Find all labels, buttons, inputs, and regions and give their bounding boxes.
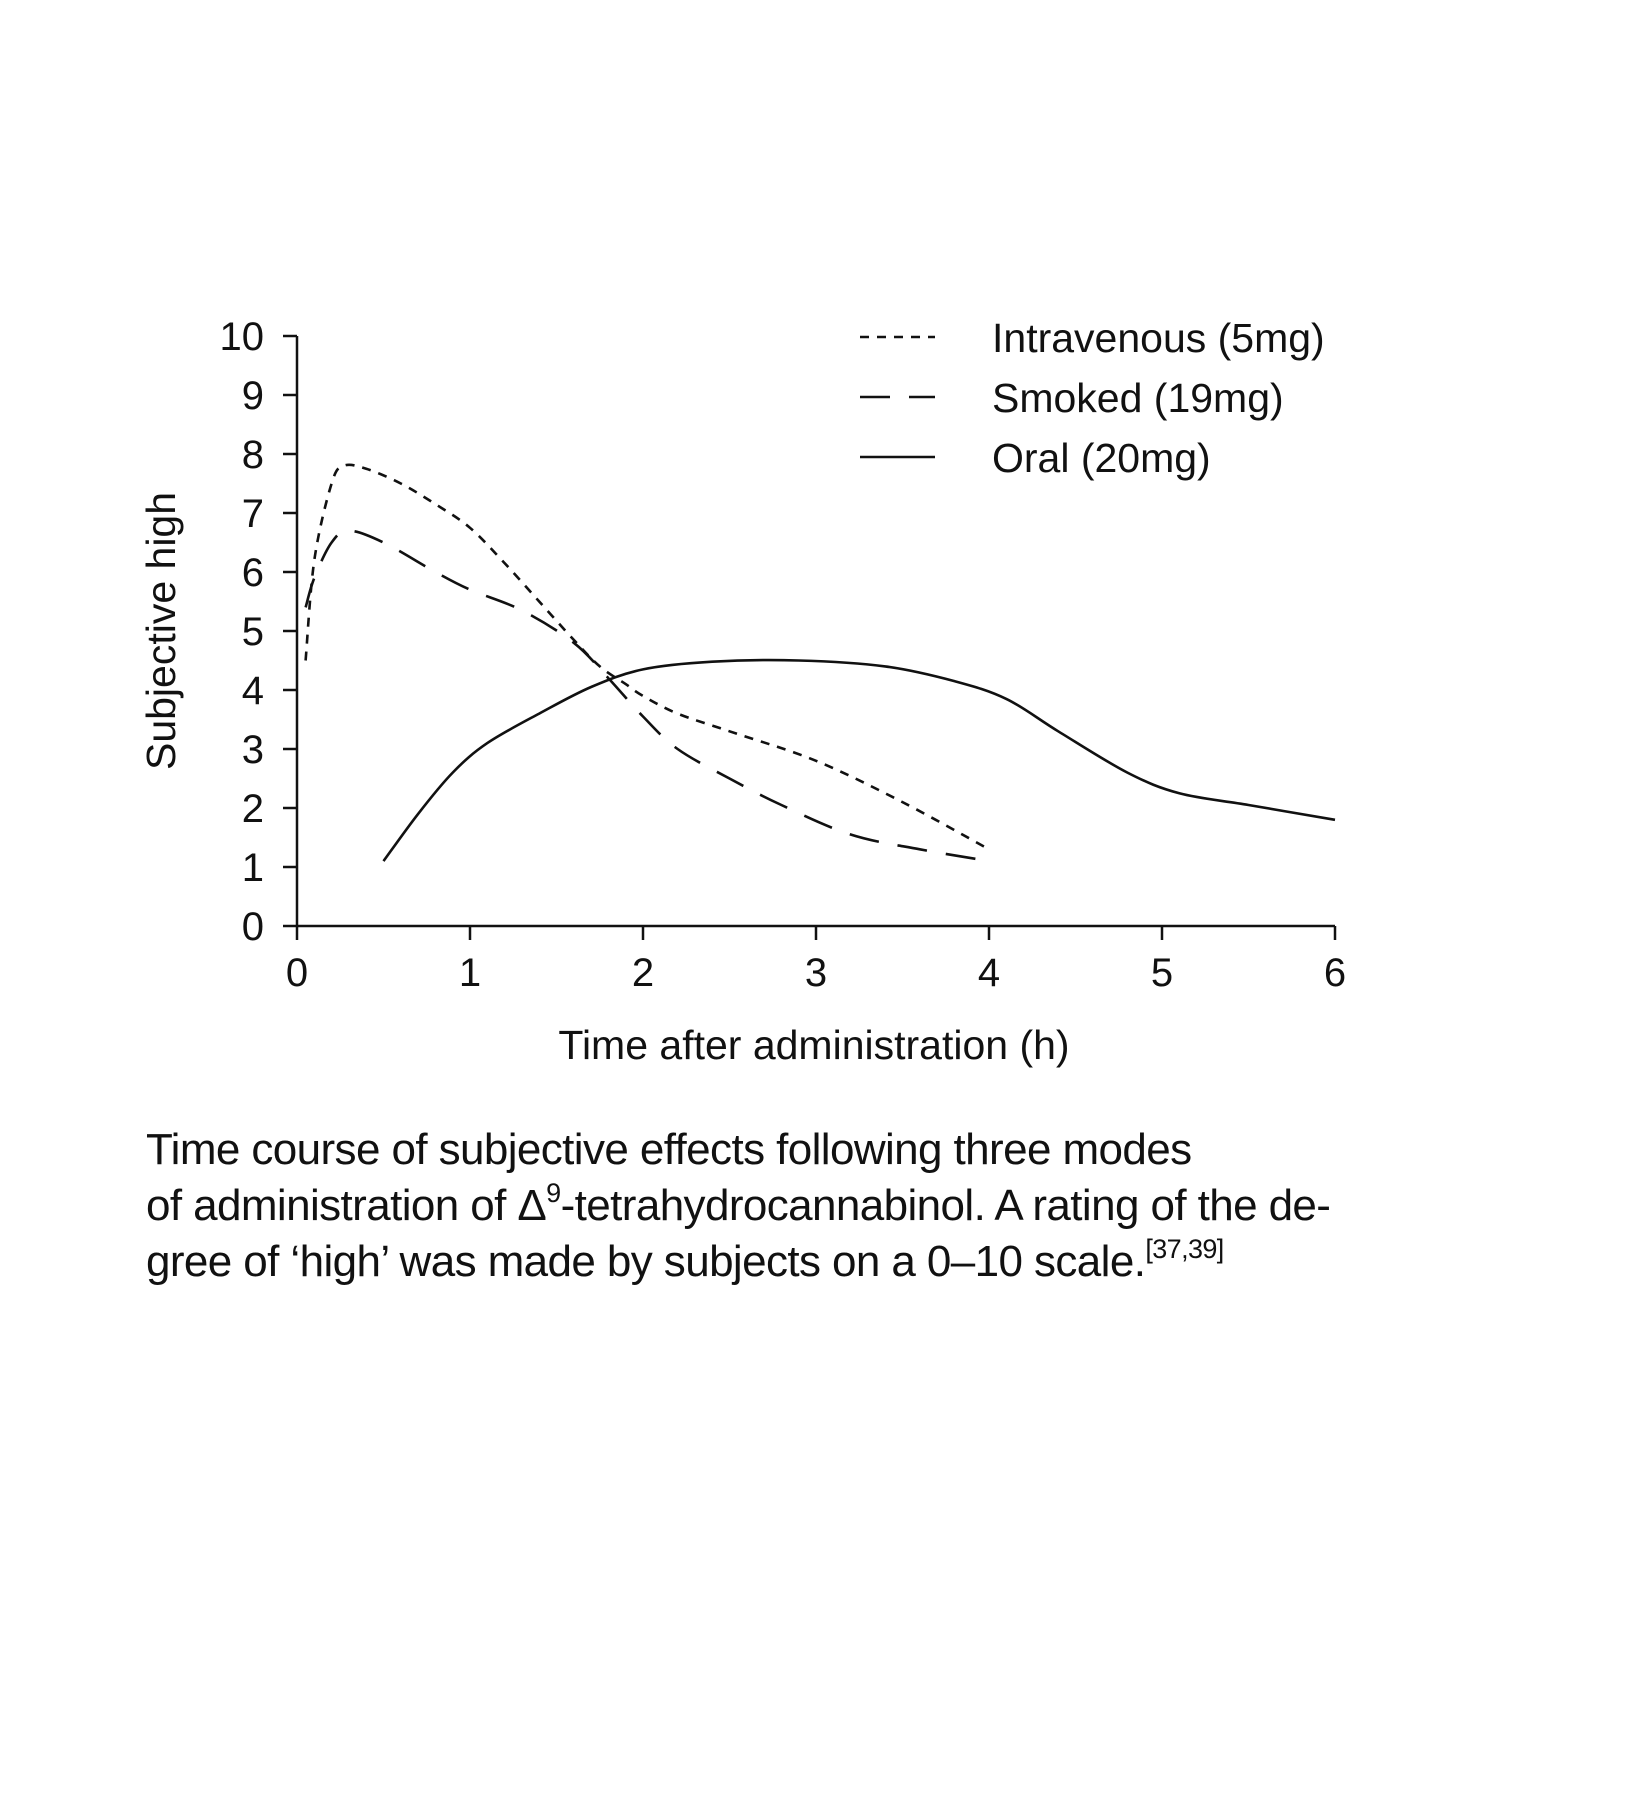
legend: Intravenous (5mg) Smoked (19mg) Oral (20mg… bbox=[860, 315, 1325, 481]
caption-line-2-part-1: of administration of Δ bbox=[146, 1181, 547, 1230]
y-axis-title: Subjective high bbox=[138, 492, 184, 770]
y-tick-label: 4 bbox=[242, 669, 264, 713]
y-tick-label: 5 bbox=[242, 610, 264, 654]
legend-label-intravenous: Intravenous (5mg) bbox=[992, 315, 1325, 361]
x-tick-label: 3 bbox=[805, 951, 827, 995]
y-tick-label: 2 bbox=[242, 787, 264, 831]
legend-label-oral: Oral (20mg) bbox=[992, 435, 1211, 481]
y-axis-ticks: 0 1 2 3 4 5 6 7 8 9 10 bbox=[220, 315, 297, 949]
x-tick-label: 2 bbox=[632, 951, 654, 995]
y-tick-label: 3 bbox=[242, 728, 264, 772]
y-tick-label: 10 bbox=[220, 315, 265, 359]
series-line-oral bbox=[382, 658, 1336, 862]
y-tick-label: 0 bbox=[242, 905, 264, 949]
legend-label-smoked: Smoked (19mg) bbox=[992, 375, 1284, 421]
caption-line-3: gree of ‘high’ was made by subjects on a… bbox=[146, 1234, 1446, 1290]
caption-line-2: of administration of Δ9-tetrahydrocannab… bbox=[146, 1178, 1446, 1234]
caption-line-1: Time course of subjective effects follow… bbox=[146, 1125, 1192, 1174]
series-layer bbox=[304, 463, 1336, 863]
y-tick-label: 9 bbox=[242, 374, 264, 418]
y-tick-label: 8 bbox=[242, 433, 264, 477]
y-tick-label: 6 bbox=[242, 551, 264, 595]
legend-item-oral: Oral (20mg) bbox=[860, 435, 1211, 481]
caption-reference: [37,39] bbox=[1145, 1234, 1224, 1264]
caption-superscript-9: 9 bbox=[546, 1178, 561, 1208]
y-tick-label: 7 bbox=[242, 492, 264, 536]
legend-item-smoked: Smoked (19mg) bbox=[860, 375, 1284, 421]
x-axis-title: Time after administration (h) bbox=[558, 1022, 1069, 1068]
figure-caption: Time course of subjective effects follow… bbox=[146, 1122, 1446, 1290]
x-tick-label: 5 bbox=[1151, 951, 1173, 995]
caption-line-2-part-2: -tetrahydrocannabinol. A rating of the d… bbox=[560, 1181, 1331, 1230]
series-line-intravenous bbox=[304, 463, 990, 851]
x-tick-label: 0 bbox=[286, 951, 308, 995]
caption-line-3-text: gree of ‘high’ was made by subjects on a… bbox=[146, 1237, 1146, 1286]
x-tick-label: 4 bbox=[978, 951, 1000, 995]
y-tick-label: 1 bbox=[242, 846, 264, 890]
legend-item-intravenous: Intravenous (5mg) bbox=[860, 315, 1325, 361]
x-tick-label: 6 bbox=[1324, 951, 1346, 995]
x-tick-label: 1 bbox=[459, 951, 481, 995]
series-line-smoked bbox=[304, 529, 990, 863]
x-axis: 0 1 2 3 4 5 6 bbox=[286, 924, 1346, 995]
x-axis-ticks: 0 1 2 3 4 5 6 bbox=[286, 926, 1346, 995]
y-axis: 0 1 2 3 4 5 6 7 8 9 10 bbox=[220, 315, 299, 949]
